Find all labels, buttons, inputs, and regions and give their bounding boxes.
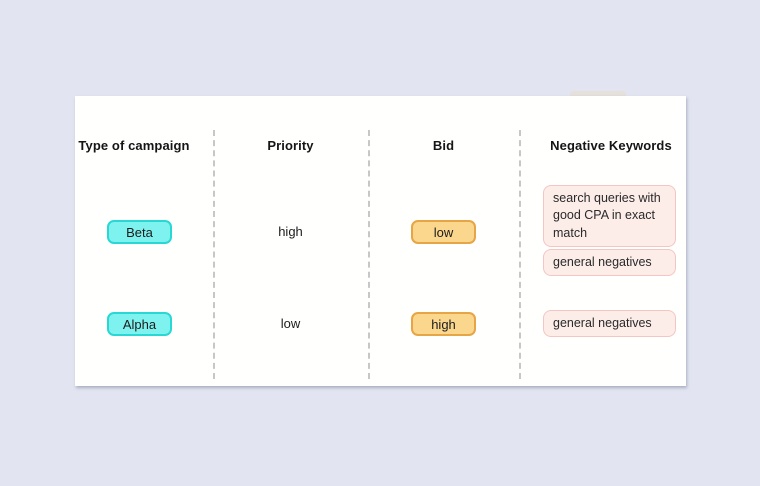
bid-pill-beta[interactable]: low	[411, 220, 476, 244]
priority-value-beta: high	[278, 224, 303, 239]
bid-pill-alpha[interactable]: high	[411, 312, 476, 336]
negative-keywords-box-alpha-1[interactable]: general negatives	[543, 310, 676, 338]
cropped-object-edge	[570, 91, 626, 98]
column-header-priority: Priority	[267, 138, 314, 153]
column-divider-2	[368, 130, 370, 379]
campaign-table-card[interactable]: Type of campaign Priority Bid Negative K…	[75, 96, 686, 386]
column-divider-1	[213, 130, 215, 379]
column-divider-3	[519, 130, 521, 379]
negative-keywords-box-beta-1[interactable]: search queries with good CPA in exact ma…	[543, 185, 676, 247]
column-header-bid: Bid	[432, 138, 455, 153]
campaign-pill-alpha[interactable]: Alpha	[107, 312, 172, 336]
negative-keywords-box-beta-2[interactable]: general negatives	[543, 249, 676, 277]
column-header-negative-keywords: Negative Keywords	[550, 138, 672, 153]
priority-value-alpha: low	[280, 316, 301, 331]
column-header-type-of-campaign: Type of campaign	[78, 138, 190, 153]
campaign-pill-beta[interactable]: Beta	[107, 220, 172, 244]
